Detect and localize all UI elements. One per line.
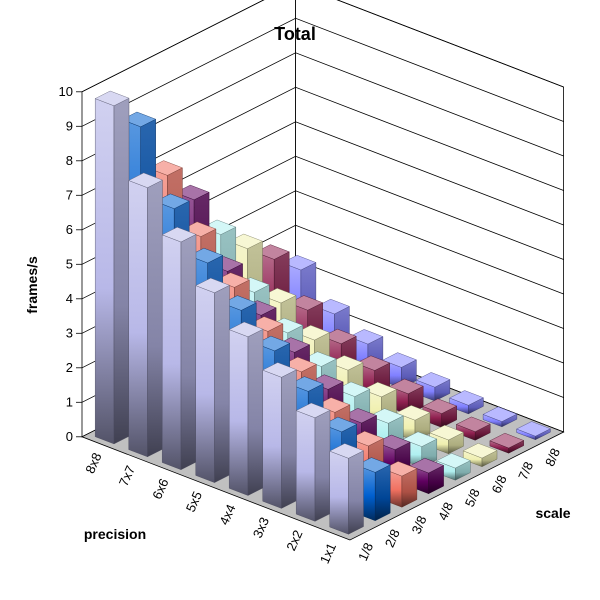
bar	[482, 406, 518, 428]
bar-side-face	[247, 328, 264, 496]
y-tick-label: 8	[66, 153, 73, 168]
y-tick-label: 10	[59, 84, 73, 99]
bar-top-face	[295, 402, 331, 419]
bar-top-face	[94, 90, 130, 107]
bar-front-face	[262, 369, 282, 509]
bar-top-face	[415, 372, 451, 388]
scale-tick-label: 7/8	[515, 459, 536, 482]
scale-tick-label: 6/8	[489, 473, 510, 496]
bar	[195, 277, 230, 483]
bar	[329, 443, 364, 535]
bar-side-face	[375, 464, 391, 522]
bar-top-face	[462, 443, 498, 459]
bar-front-face	[94, 98, 115, 445]
bar	[489, 432, 525, 454]
y-tick-label: 7	[66, 187, 73, 202]
bar	[262, 362, 297, 509]
y-tick-label: 1	[66, 394, 73, 409]
bar-top-face	[422, 398, 458, 414]
bar	[295, 402, 331, 522]
y-tick-label: 2	[66, 360, 73, 375]
bar-top-face	[489, 432, 525, 449]
bar-front-face	[195, 285, 215, 483]
bar-side-face	[314, 409, 331, 522]
bar-top-face	[262, 362, 297, 378]
bar-top-face	[128, 172, 163, 188]
bar-top-face	[195, 277, 230, 294]
bar-top-face	[429, 424, 464, 441]
precision-tick-label: 4x4	[216, 502, 238, 527]
bar-top-face	[161, 226, 197, 243]
bar-front-face	[296, 410, 316, 522]
y-tick-label: 0	[66, 429, 73, 444]
precision-tick-label: 5x5	[183, 489, 205, 514]
precision-tick-label: 3x3	[250, 515, 272, 540]
y-tick-label: 9	[66, 118, 73, 133]
precision-tick-label: 6x6	[149, 476, 171, 501]
bar-front-face	[329, 450, 349, 535]
y-tick-label: 5	[66, 256, 73, 271]
precision-tick-label: 7x7	[116, 463, 138, 488]
scale-tick-label: 1/8	[355, 540, 376, 563]
bar	[161, 226, 197, 471]
y-tick-label: 4	[66, 291, 73, 306]
bar	[455, 416, 491, 441]
y-axis-label: frames/s	[24, 256, 40, 314]
bar-front-face	[161, 234, 182, 470]
bar	[94, 90, 130, 445]
scale-tick-label: 3/8	[408, 513, 429, 536]
bar-top-face	[455, 416, 491, 432]
scale-tick-label: 2/8	[382, 527, 403, 550]
bar	[228, 321, 264, 496]
scale-tick-label: 8/8	[542, 446, 563, 469]
bar-front-face	[228, 329, 249, 496]
bar	[128, 172, 163, 458]
bar-top-face	[329, 443, 364, 459]
scale-tick-label: 4/8	[435, 500, 456, 523]
bar-top-face	[449, 390, 484, 406]
gridline	[81, 17, 564, 127]
chart-title: Total	[274, 24, 316, 44]
scale-tick-label: 5/8	[462, 486, 483, 509]
bar-top-face	[482, 406, 518, 422]
bar	[462, 443, 498, 468]
bar-side-face	[147, 179, 163, 458]
bar-side-face	[348, 450, 364, 535]
x-axis-label: precision	[84, 526, 146, 542]
z-axis-label: scale	[535, 505, 570, 521]
bar-side-face	[214, 284, 230, 483]
bar-side-face	[180, 234, 197, 471]
bar-top-face	[228, 321, 264, 338]
bar	[516, 421, 551, 441]
y-tick-label: 6	[66, 222, 73, 237]
bar-side-face	[281, 369, 297, 509]
bar	[449, 390, 484, 415]
chart-ticks: 0 1 2 3 4 5 6 7 8 9 10 1x1 2x2 3x3 4x4 5x5 6x6 7x7 8x8 1/8 2…	[59, 84, 564, 566]
y-tick-label: 3	[66, 325, 73, 340]
bar-front-face	[128, 180, 148, 458]
precision-tick-label: 8x8	[82, 450, 104, 475]
bar-top-face	[436, 453, 471, 469]
chart-bars	[94, 90, 551, 535]
gridline	[81, 0, 564, 93]
bar-top-face	[516, 421, 551, 437]
bar-side-face	[113, 97, 130, 445]
precision-tick-label: 2x2	[283, 528, 305, 553]
precision-tick-label: 1x1	[317, 541, 339, 566]
